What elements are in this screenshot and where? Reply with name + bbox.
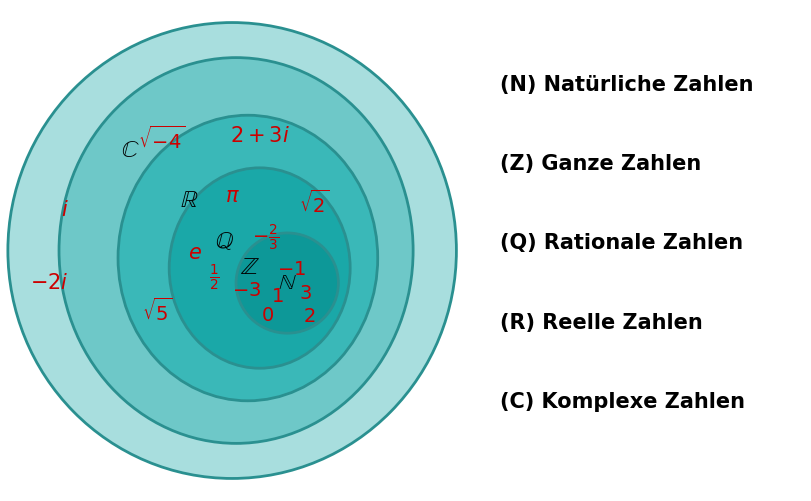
- Text: $\sqrt{5}$: $\sqrt{5}$: [142, 298, 173, 325]
- Ellipse shape: [169, 168, 350, 368]
- Text: (N) Natürliche Zahlen: (N) Natürliche Zahlen: [500, 75, 753, 95]
- Text: $\sqrt{-4}$: $\sqrt{-4}$: [138, 126, 185, 153]
- Text: $i$: $i$: [61, 200, 68, 220]
- Ellipse shape: [236, 233, 338, 333]
- Text: $2$: $2$: [303, 307, 315, 326]
- Text: $1$: $1$: [272, 287, 284, 306]
- Text: $\pi$: $\pi$: [225, 186, 239, 206]
- Ellipse shape: [8, 23, 457, 478]
- Text: (Z) Ganze Zahlen: (Z) Ganze Zahlen: [500, 154, 701, 174]
- Text: $0$: $0$: [261, 306, 274, 325]
- Text: $3$: $3$: [299, 284, 311, 303]
- Text: $\mathbb{R}$: $\mathbb{R}$: [180, 188, 198, 212]
- Text: $\mathbb{Z}$: $\mathbb{Z}$: [240, 255, 260, 279]
- Ellipse shape: [118, 115, 378, 401]
- Text: (C) Komplexe Zahlen: (C) Komplexe Zahlen: [500, 392, 744, 412]
- Text: $-\frac{2}{3}$: $-\frac{2}{3}$: [251, 223, 279, 253]
- Text: $\mathbb{Q}$: $\mathbb{Q}$: [215, 229, 234, 254]
- Text: $e$: $e$: [188, 243, 202, 263]
- Text: $\sqrt{2}$: $\sqrt{2}$: [299, 189, 330, 216]
- Text: $\mathbb{C}$: $\mathbb{C}$: [121, 138, 139, 162]
- Text: $\mathbb{N}$: $\mathbb{N}$: [278, 273, 297, 293]
- Text: (Q) Rationale Zahlen: (Q) Rationale Zahlen: [500, 233, 743, 254]
- Text: $-2i$: $-2i$: [29, 273, 68, 293]
- Text: $2+3i$: $2+3i$: [230, 126, 290, 146]
- Text: $\frac{1}{2}$: $\frac{1}{2}$: [208, 263, 220, 293]
- Text: $-3$: $-3$: [233, 281, 262, 300]
- Ellipse shape: [59, 58, 413, 443]
- Text: (R) Reelle Zahlen: (R) Reelle Zahlen: [500, 313, 702, 333]
- Text: $-1$: $-1$: [277, 260, 306, 279]
